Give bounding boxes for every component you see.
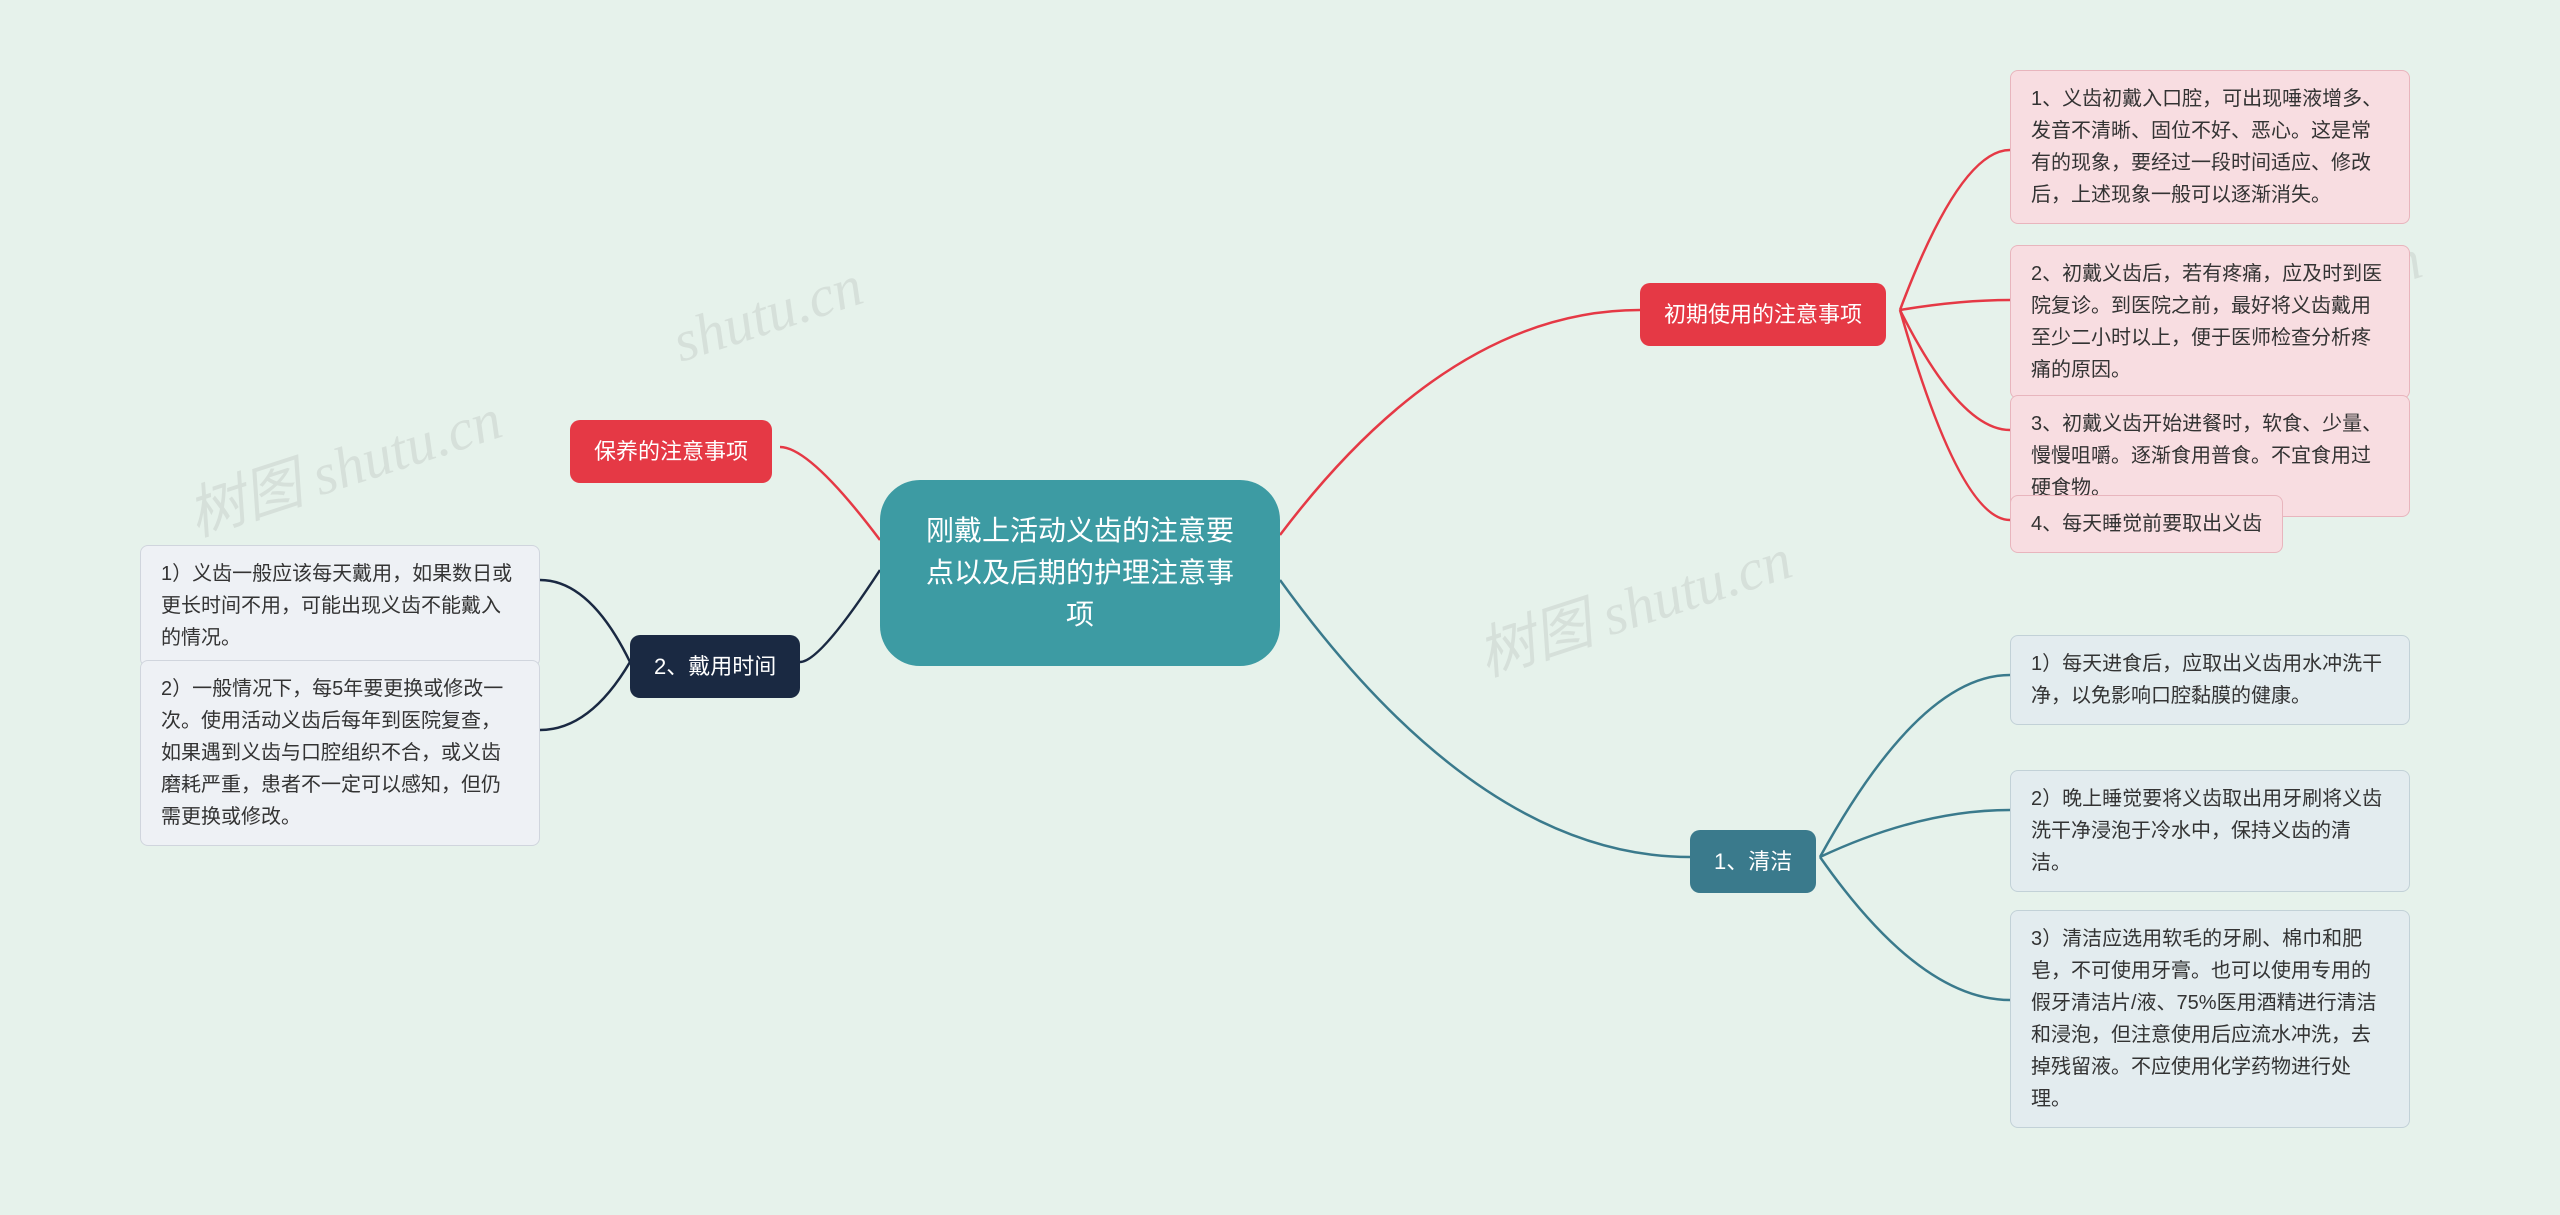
branch-maintenance[interactable]: 保养的注意事项 [570,420,772,483]
leaf-initial-2[interactable]: 2、初戴义齿后，若有疼痛，应及时到医院复诊。到医院之前，最好将义齿戴用至少二小时… [2010,245,2410,399]
leaf-weartime-2[interactable]: 2）一般情况下，每5年要更换或修改一次。使用活动义齿后每年到医院复查，如果遇到义… [140,660,540,846]
branch-wear-time[interactable]: 2、戴用时间 [630,635,800,698]
watermark: shutu.cn [664,252,870,376]
leaf-weartime-1[interactable]: 1）义齿一般应该每天戴用，如果数日或更长时间不用，可能出现义齿不能戴入的情况。 [140,545,540,667]
branch-cleaning[interactable]: 1、清洁 [1690,830,1816,893]
leaf-initial-1[interactable]: 1、义齿初戴入口腔，可出现唾液增多、发音不清晰、固位不好、恶心。这是常有的现象，… [2010,70,2410,224]
watermark: 树图 shutu.cn [175,372,510,552]
leaf-cleaning-2[interactable]: 2）晚上睡觉要将义齿取出用牙刷将义齿洗干净浸泡于冷水中，保持义齿的清洁。 [2010,770,2410,892]
watermark: 树图 shutu.cn [1465,512,1800,692]
leaf-cleaning-1[interactable]: 1）每天进食后，应取出义齿用水冲洗干净，以免影响口腔黏膜的健康。 [2010,635,2410,725]
leaf-cleaning-3[interactable]: 3）清洁应选用软毛的牙刷、棉巾和肥皂，不可使用牙膏。也可以使用专用的假牙清洁片/… [2010,910,2410,1128]
leaf-initial-4[interactable]: 4、每天睡觉前要取出义齿 [2010,495,2283,553]
branch-initial-use[interactable]: 初期使用的注意事项 [1640,283,1886,346]
center-node[interactable]: 刚戴上活动义齿的注意要点以及后期的护理注意事项 [880,480,1280,666]
